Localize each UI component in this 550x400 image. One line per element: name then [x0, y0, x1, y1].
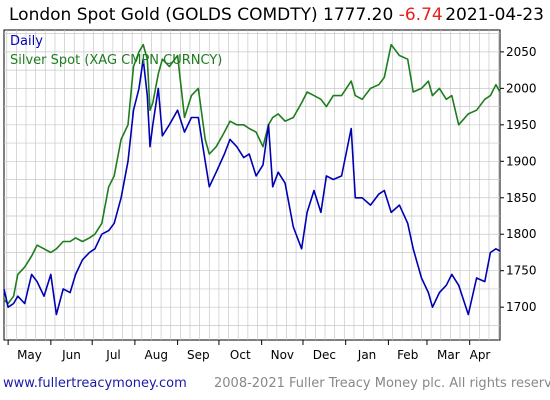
x-tick-label: Mar [437, 348, 460, 362]
footer: www.fullertreacymoney.com 2008-2021 Full… [0, 376, 550, 396]
y-axis-ticks: 1700 1750 1800 1850 1900 1950 2000 2050 [500, 45, 537, 314]
x-tick-label: Aug [145, 348, 168, 362]
chart-date: 2021-04-23 [445, 5, 544, 25]
y-tick-label: 1900 [506, 154, 537, 168]
legend-gold: Daily [10, 34, 43, 49]
y-tick-label: 2050 [506, 45, 537, 59]
y-tick-label: 1950 [506, 118, 537, 132]
plot-area [3, 29, 501, 341]
y-tick-label: 1850 [506, 191, 537, 205]
x-axis-ticks: May Jun Jul Aug Sep Oct Nov Dec Jan Feb Mar Apr [7, 340, 491, 362]
y-tick-label: 1700 [506, 300, 537, 314]
chart-header: London Spot Gold (GOLDS COMDTY) 1777.20 … [0, 0, 550, 30]
legend-silver: Silver Spot (XAG CMPN CURNCY) [10, 53, 222, 68]
chart-title: London Spot Gold (GOLDS COMDTY) 1777.20 … [9, 5, 443, 25]
x-tick-label: Jan [357, 348, 377, 362]
y-tick-label: 1750 [506, 264, 537, 278]
footer-site-link[interactable]: www.fullertreacymoney.com [3, 376, 187, 391]
chart-title-text: London Spot Gold (GOLDS COMDTY) 1777.20 [9, 5, 394, 25]
series-lines [3, 43, 501, 316]
price-change: -6.74 [398, 5, 443, 25]
silver-price-line [3, 43, 501, 305]
gold-price-line [3, 58, 501, 316]
x-tick-label: Sep [187, 348, 210, 362]
x-tick-label: May [17, 348, 42, 362]
x-tick-label: Jul [105, 348, 120, 362]
x-tick-label: Feb [397, 348, 418, 362]
x-tick-label: Jun [61, 348, 81, 362]
x-tick-label: Dec [313, 348, 336, 362]
x-tick-label: Apr [470, 348, 491, 362]
x-tick-label: Nov [271, 348, 294, 362]
y-tick-label: 1800 [506, 227, 537, 241]
gridlines [4, 30, 500, 340]
footer-copyright: 2008-2021 Fuller Treacy Money plc. All r… [214, 376, 550, 391]
x-tick-label: Oct [230, 348, 251, 362]
y-tick-label: 2000 [506, 81, 537, 95]
